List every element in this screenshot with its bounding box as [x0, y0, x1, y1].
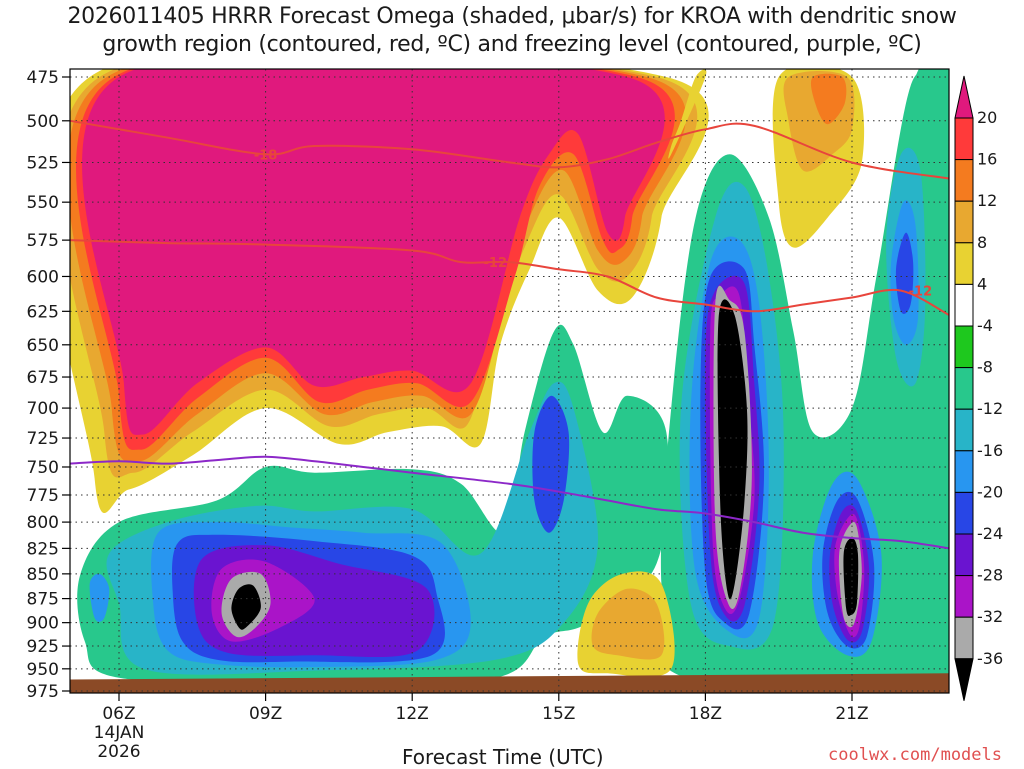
omega-region-16: [717, 299, 748, 600]
omega-region-38: [89, 573, 110, 622]
omega-region-3: [532, 395, 570, 533]
x-tick-label-4: 18Z: [689, 704, 722, 724]
omega-region-34: [912, 69, 949, 359]
omega-region-31: [810, 73, 847, 125]
colorbar-swatch-7: [954, 408, 974, 452]
y-tick-label-11: 750: [27, 458, 59, 478]
y-tick-label-8: 675: [27, 368, 59, 388]
colorbar-swatch-10: [954, 533, 974, 577]
colorbar-label-10: -24: [977, 524, 1003, 543]
y-tick-label-0: 475: [27, 68, 59, 88]
colorbar-label-5: -4: [977, 316, 993, 335]
contour-label-1: -12: [484, 256, 508, 271]
omega-region-8: [231, 584, 261, 630]
credit-text: coolwx.com/models: [828, 745, 1002, 765]
omega-region-22: [843, 538, 859, 616]
contour-label-0: -18: [254, 148, 278, 163]
colorbar-swatch-5: [954, 325, 974, 369]
colorbar-label-3: 8: [977, 233, 987, 252]
colorbar-swatch-2: [954, 200, 974, 244]
y-tick-label-1: 500: [27, 112, 59, 132]
dendritic-snow-growth-contour-0: [70, 119, 949, 180]
y-tick-label-19: 950: [27, 660, 59, 680]
y-tick-label-10: 725: [27, 429, 59, 449]
y-tick-label-9: 700: [27, 399, 59, 419]
colorbar-label-13: -36: [977, 649, 1003, 668]
y-tick-label-20: 975: [27, 682, 59, 702]
y-tick-label-15: 850: [27, 565, 59, 585]
colorbar-bottom-arrow: [954, 658, 974, 701]
colorbar-label-2: 12: [977, 191, 997, 210]
y-tick-label-4: 575: [27, 231, 59, 251]
terrain-surface: [70, 673, 949, 693]
colorbar-swatch-0: [954, 117, 974, 161]
colorbar-swatch-11: [954, 575, 974, 618]
x-tick-label-3: 15Z: [542, 704, 575, 724]
colorbar-label-7: -12: [977, 399, 1003, 418]
y-tick-label-18: 925: [27, 637, 59, 657]
freezing-level-contour-2: [70, 455, 949, 550]
x-date-label-day: 14JAN: [94, 723, 145, 743]
x-tick-label-0: 06Z: [102, 704, 135, 724]
y-tick-label-3: 550: [27, 193, 59, 213]
y-tick-label-5: 600: [27, 267, 59, 287]
colorbar-swatch-4: [954, 283, 974, 327]
x-tick-label-1: 09Z: [249, 704, 282, 724]
colorbar-label-8: -16: [977, 441, 1003, 460]
y-tick-label-16: 875: [27, 590, 59, 610]
colorbar-swatch-8: [954, 450, 974, 493]
contour-label-2: -12: [909, 285, 933, 300]
omega-region-33: [591, 588, 665, 660]
colorbar-swatch-12: [954, 616, 974, 660]
colorbar-swatch-9: [954, 491, 974, 535]
colorbar-top-arrow: [954, 75, 974, 119]
omega-region-27: [82, 69, 665, 435]
y-tick-label-12: 775: [27, 486, 59, 506]
plot-frame: [69, 68, 950, 694]
colorbar-label-0: 20: [977, 108, 997, 127]
colorbar-swatch-6: [954, 367, 974, 410]
colorbar-label-11: -28: [977, 566, 1003, 585]
colorbar-label-9: -20: [977, 482, 1003, 501]
colorbar-swatch-3: [954, 242, 974, 285]
x-axis-title: Forecast Time (UTC): [402, 745, 604, 769]
colorbar-label-4: 4: [977, 274, 987, 293]
y-tick-label-6: 625: [27, 302, 59, 322]
x-tick-label-2: 12Z: [396, 704, 429, 724]
chart-title-line2: growth region (contoured, red, ºC) and f…: [102, 32, 922, 57]
x-date-label-year: 2026: [97, 742, 140, 762]
y-tick-label-14: 825: [27, 539, 59, 559]
x-tick-label-5: 21Z: [835, 704, 868, 724]
y-tick-label-7: 650: [27, 336, 59, 356]
colorbar-label-6: -8: [977, 358, 993, 377]
colorbar-swatch-1: [954, 159, 974, 202]
y-tick-label-13: 800: [27, 513, 59, 533]
y-tick-label-2: 525: [27, 153, 59, 173]
colorbar-label-1: 16: [977, 150, 997, 169]
colorbar-label-12: -32: [977, 607, 1003, 626]
chart-title-line1: 2026011405 HRRR Forecast Omega (shaded, …: [67, 4, 957, 29]
dendritic-snow-growth-contour-1: [70, 239, 949, 317]
y-tick-label-17: 900: [27, 614, 59, 634]
